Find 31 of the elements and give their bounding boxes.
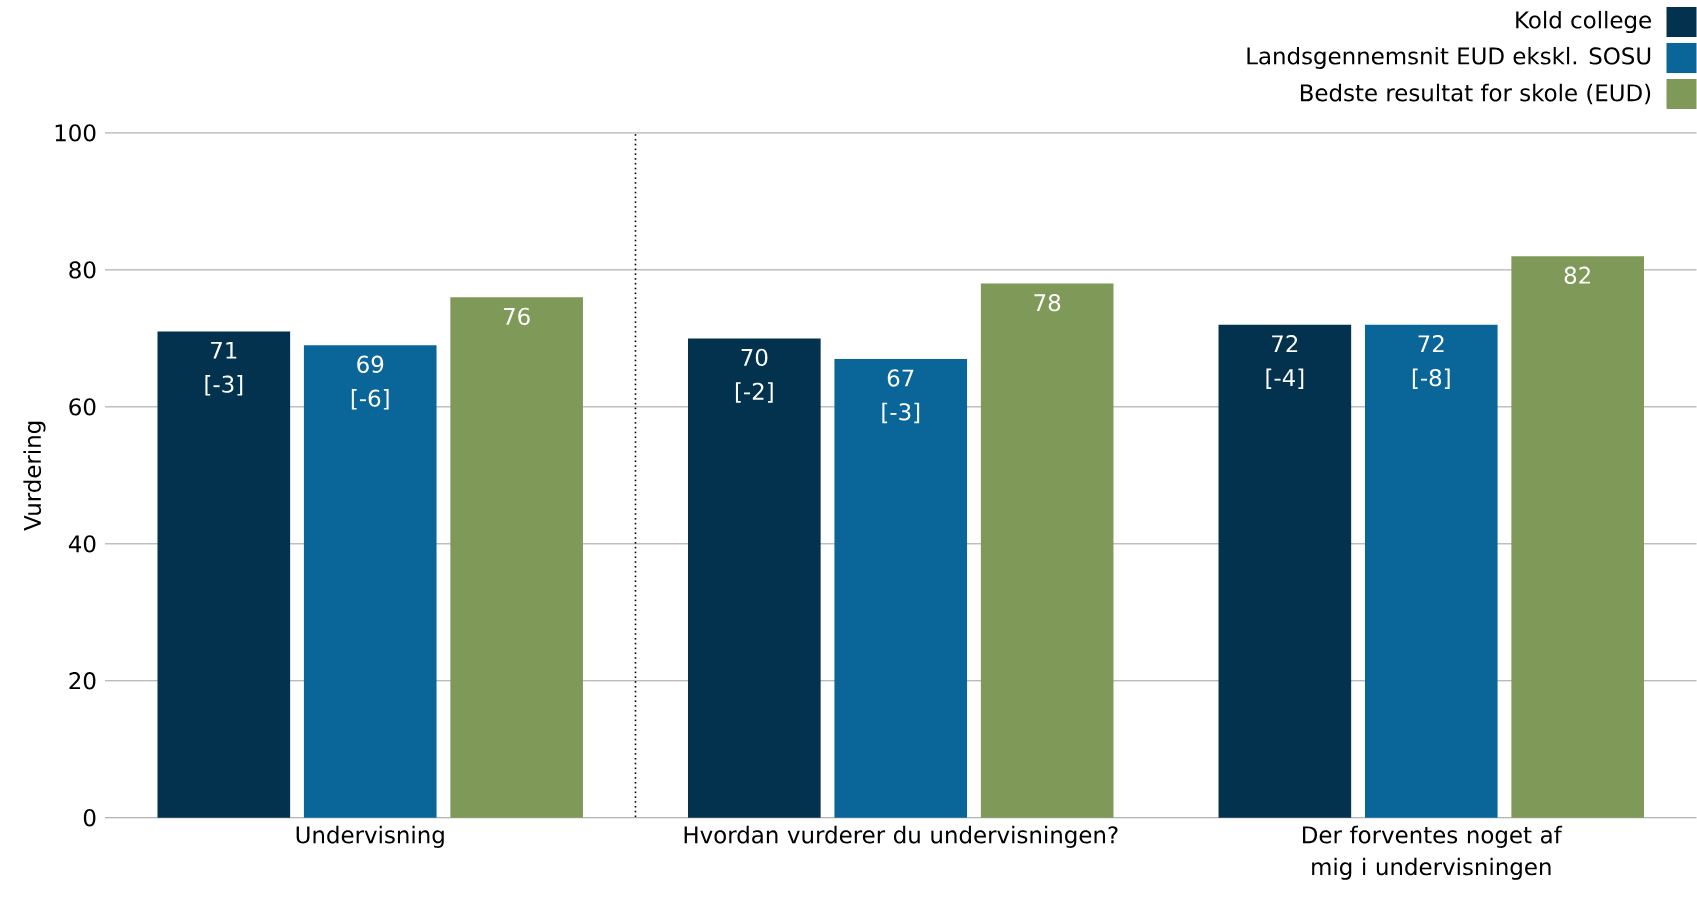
bar [688,338,821,818]
y-tick-label: 20 [69,672,96,690]
y-tick-label: 80 [69,261,96,279]
bar [303,345,437,818]
y-tick-label: 0 [83,809,96,827]
y-axis-title: Vurdering [23,421,46,531]
bar [980,283,1114,818]
data-label: 71 [-3] [205,342,243,396]
data-label: 70 [-2] [735,348,773,403]
legend-label: Kold college [1516,11,1651,34]
bar [157,331,291,818]
y-tick-label: 60 [69,398,96,416]
data-label: 67 [-3] [882,369,920,424]
data-label: 78 [1034,294,1061,312]
data-label: 76 [503,307,530,326]
bar [834,359,968,818]
data-label: 82 [1564,266,1590,285]
bar [450,297,583,818]
x-tick-label: Der forventes noget af mig i undervisningen [1303,825,1563,880]
legend-label: Bedste resultat for skole (EUD) [1300,83,1651,105]
x-tick-label: Hvordan vurderer du undervisningen? [684,825,1118,849]
bar [1364,324,1498,818]
data-label: 69 [-6] [351,355,389,410]
data-label: 72 [-4] [1266,335,1304,390]
y-tick-label: 100 [55,124,96,142]
bar [1511,256,1644,818]
y-tick-label: 40 [68,535,96,553]
data-label: 72 [-8] [1412,335,1450,390]
x-tick-label: Undervisning [296,825,444,849]
legend-label: Landsgennemsnit EUD ekskl. SOSU [1247,47,1651,70]
bar [1218,324,1352,818]
